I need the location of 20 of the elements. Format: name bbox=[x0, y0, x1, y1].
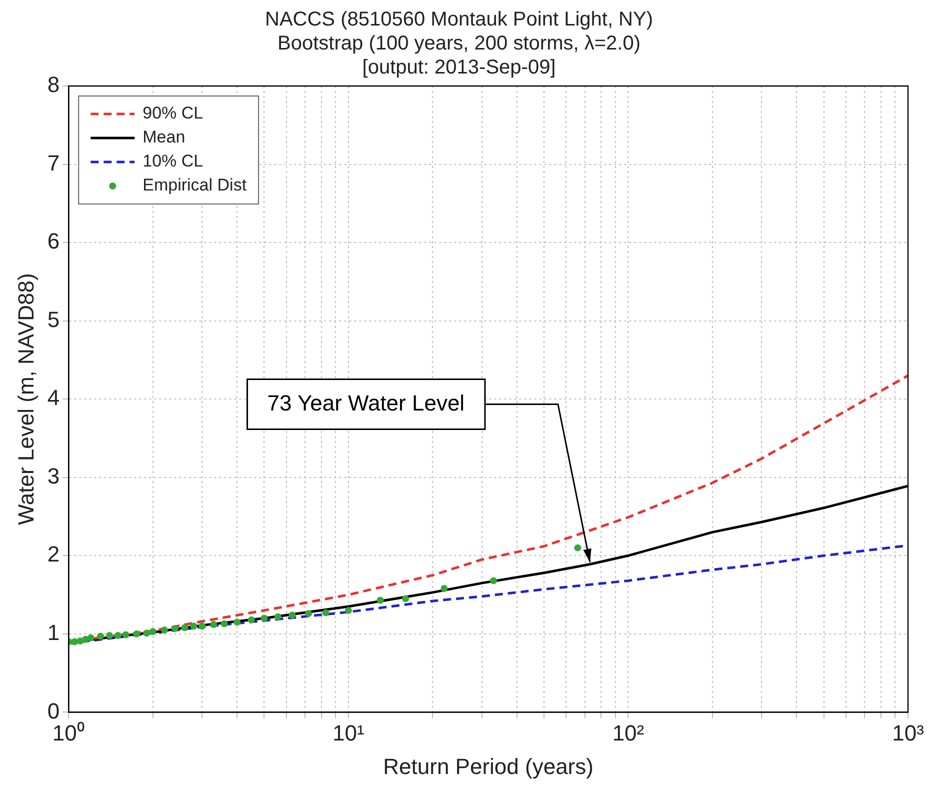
x-tick-label: 10¹ bbox=[332, 720, 364, 746]
chart-subtitle: Bootstrap (100 years, 200 storms, λ=2.0) [output: 2013-Sep-09] bbox=[278, 32, 640, 79]
legend-label: 10% CL bbox=[142, 152, 204, 171]
x-tick-label: 10³ bbox=[892, 720, 924, 746]
annotation: 73 Year Water Level bbox=[267, 390, 465, 416]
legend-label: 90% CL bbox=[142, 104, 204, 123]
y-tick-label: 8 bbox=[47, 72, 60, 98]
y-tick-label: 7 bbox=[47, 150, 60, 176]
y-tick-label: 5 bbox=[47, 306, 60, 332]
x-axis-title: Return Period (years) bbox=[383, 754, 594, 779]
legend-label: Empirical Dist bbox=[142, 176, 247, 195]
chart-title: NACCS (8510560 Montauk Point Light, NY) bbox=[265, 8, 653, 31]
y-tick-label: 2 bbox=[47, 542, 60, 567]
y-tick-label: 3 bbox=[47, 463, 60, 488]
y-tick-label: 6 bbox=[47, 228, 60, 254]
y-tick-label: 1 bbox=[47, 620, 60, 645]
x-tick-label: 10² bbox=[612, 720, 644, 746]
y-axis-title: Water Level (m, NAVD88) bbox=[13, 273, 38, 526]
y-tick-label: 4 bbox=[47, 385, 60, 410]
legend-label: Mean bbox=[142, 128, 186, 147]
